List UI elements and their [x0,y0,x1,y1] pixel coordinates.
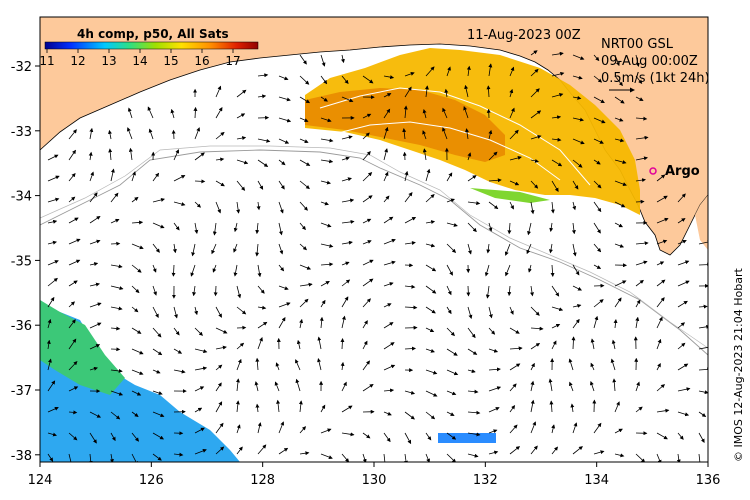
legend-line-3: 0.5m/s (1kt 24h) [601,71,710,86]
current-vector [174,131,175,140]
y-tick-label: -35 [11,254,32,269]
y-tick-label: -36 [11,319,32,334]
colorbar-tick-label: 12 [70,54,85,68]
x-tick-label: 132 [473,473,498,488]
colorbar-tick-label: 14 [132,54,147,68]
colorbar-tick-label: 13 [101,54,116,68]
x-tick-label: 130 [362,473,387,488]
y-tick-label: -37 [11,384,32,399]
x-tick-label: 134 [584,473,609,488]
legend-line-2: 09-Aug 00:00Z [601,54,698,69]
current-vector [195,181,205,182]
y-axis-ticks: -32 -33 -34 -35 -36 -37 -38 [11,60,40,464]
current-vector [468,286,469,296]
date-label: 11-Aug-2023 00Z [467,28,581,43]
colorbar-tick-label: 17 [225,54,240,68]
y-tick-label: -34 [11,190,32,205]
imos-credit: © IMOS 12-Aug-2023 21:04 Hobart [732,268,745,462]
x-axis-ticks: 124 126 128 130 132 134 136 [28,462,721,488]
colorbar-title: 4h comp, p50, All Sats [77,27,229,41]
y-tick-label: -32 [11,60,32,75]
current-vector [111,244,120,245]
legend-line-1: NRT00 GSL [601,37,674,52]
y-tick-label: -38 [11,449,32,464]
x-tick-label: 128 [250,473,275,488]
x-tick-label: 136 [696,473,721,488]
current-vector [636,202,644,203]
x-tick-label: 126 [139,473,164,488]
current-vector [216,286,217,296]
sst-small-patch [438,433,496,443]
x-tick-label: 124 [28,473,53,488]
y-tick-label: -33 [11,125,32,140]
colorbar-tick-label: 11 [39,54,54,68]
argo-label: Argo [665,164,700,179]
current-vector [699,265,710,266]
colorbar-tick-label: 15 [163,54,178,68]
colorbar-tick-label: 16 [194,54,209,68]
colorbar [45,42,258,49]
